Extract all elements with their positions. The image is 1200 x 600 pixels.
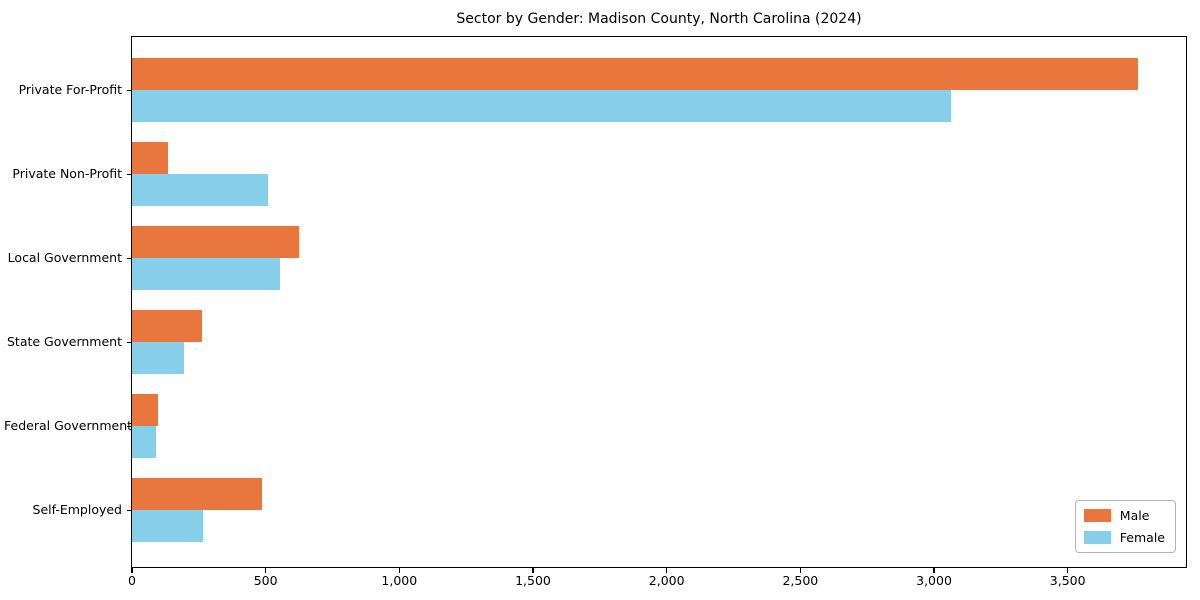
y-tick-mark [126,341,131,343]
legend-label-male: Male [1119,508,1150,523]
x-tick-label-0: 0 [128,573,136,588]
x-tick-mark [666,568,668,573]
x-tick-label-1000: 1,000 [381,573,418,588]
chart-title: Sector by Gender: Madison County, North … [456,11,862,27]
bar-female-self-employed [132,510,203,542]
x-tick-label-1500: 1,500 [515,573,551,588]
x-tick-label-3500: 3,500 [1049,573,1086,588]
bar-male-private-non-profit [132,142,169,174]
y-tick-mark [126,89,131,91]
legend-label-female: Female [1119,530,1165,545]
bar-female-local-government [132,258,281,290]
y-tick-label-local-government: Local Government [7,250,122,265]
bar-male-self-employed [132,478,262,510]
x-tick-label-500: 500 [253,573,278,588]
female-series-swatch-icon [1083,531,1111,544]
x-tick-mark [933,568,935,573]
y-tick-mark [126,509,131,511]
y-tick-label-private-non-profit: Private Non-Profit [12,166,122,181]
x-tick-label-2000: 2,000 [648,573,685,588]
legend-item-male: Male [1083,508,1165,523]
x-tick-mark [799,568,801,573]
bar-male-state-government [132,310,203,342]
bar-male-private-for-profit [132,58,1138,90]
bar-female-private-for-profit [132,90,951,122]
bar-male-federal-government [132,394,159,426]
x-tick-mark [131,568,133,573]
y-tick-label-state-government: State Government [6,334,122,349]
x-tick-label-3000: 3,000 [916,573,952,588]
y-tick-mark [126,425,131,427]
bar-female-state-government [132,342,185,374]
bar-female-private-non-profit [132,174,268,206]
bar-male-local-government [132,226,300,258]
bar-female-federal-government [132,426,157,458]
x-tick-mark [398,568,400,573]
y-tick-label-self-employed: Self-Employed [32,502,122,517]
male-series-swatch-icon [1083,509,1111,522]
legend-item-female: Female [1083,530,1165,545]
x-tick-label-2500: 2,500 [782,573,819,588]
y-tick-label-federal-government: Federal Government [4,418,133,433]
legend: Male Female [1074,500,1176,553]
y-tick-label-private-for-profit: Private For-Profit [18,82,122,97]
plot-area: Male Female Private For-Profit Private No… [4,36,1187,588]
x-tick-mark [532,568,534,573]
x-tick-mark [265,568,267,573]
y-tick-mark [126,173,131,175]
x-tick-mark [1067,568,1069,573]
y-tick-mark [126,257,131,259]
